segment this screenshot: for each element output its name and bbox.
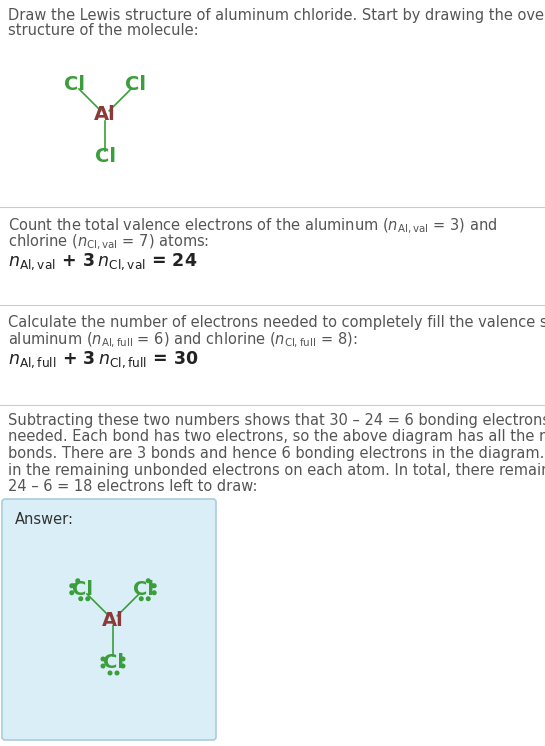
Circle shape xyxy=(147,597,150,601)
Circle shape xyxy=(79,597,82,601)
Text: Cl: Cl xyxy=(64,75,85,94)
Text: aluminum ($n_\mathrm{Al,full}$ = 6) and chlorine ($n_\mathrm{Cl,full}$ = 8):: aluminum ($n_\mathrm{Al,full}$ = 6) and … xyxy=(8,331,358,351)
Text: Cl: Cl xyxy=(133,580,154,599)
Text: Cl: Cl xyxy=(94,148,116,166)
Text: Count the total valence electrons of the aluminum ($n_\mathrm{Al,val}$ = 3) and: Count the total valence electrons of the… xyxy=(8,217,497,236)
Text: needed. Each bond has two electrons, so the above diagram has all the necessary: needed. Each bond has two electrons, so … xyxy=(8,430,545,445)
Text: Cl: Cl xyxy=(125,75,146,94)
Text: $\mathit{n}_{\mathrm{Al,full}}$ + 3 $\mathit{n}_{\mathrm{Cl,full}}$ = 30: $\mathit{n}_{\mathrm{Al,full}}$ + 3 $\ma… xyxy=(8,349,199,369)
Circle shape xyxy=(70,584,74,588)
Text: $\mathit{n}_{\mathrm{Al,val}}$ + 3 $\mathit{n}_{\mathrm{Cl,val}}$ = 24: $\mathit{n}_{\mathrm{Al,val}}$ + 3 $\mat… xyxy=(8,251,197,272)
Circle shape xyxy=(140,597,143,601)
Circle shape xyxy=(108,671,112,675)
Text: Calculate the number of electrons needed to completely fill the valence shells f: Calculate the number of electrons needed… xyxy=(8,315,545,330)
Circle shape xyxy=(101,664,105,668)
Text: 24 – 6 = 18 electrons left to draw:: 24 – 6 = 18 electrons left to draw: xyxy=(8,479,257,494)
Text: Cl: Cl xyxy=(72,580,93,599)
Text: bonds. There are 3 bonds and hence 6 bonding electrons in the diagram. Lastly, f: bonds. There are 3 bonds and hence 6 bon… xyxy=(8,446,545,461)
Text: chlorine ($n_\mathrm{Cl,val}$ = 7) atoms:: chlorine ($n_\mathrm{Cl,val}$ = 7) atoms… xyxy=(8,233,209,252)
Circle shape xyxy=(72,584,76,588)
Circle shape xyxy=(86,597,89,601)
Text: Draw the Lewis structure of aluminum chloride. Start by drawing the overall: Draw the Lewis structure of aluminum chl… xyxy=(8,8,545,23)
Circle shape xyxy=(121,657,125,661)
Text: Subtracting these two numbers shows that 30 – 24 = 6 bonding electrons are: Subtracting these two numbers shows that… xyxy=(8,413,545,428)
Circle shape xyxy=(70,591,74,595)
Text: Al: Al xyxy=(102,610,124,630)
Circle shape xyxy=(153,584,156,588)
Circle shape xyxy=(76,579,80,583)
Circle shape xyxy=(150,584,154,588)
Text: Answer:: Answer: xyxy=(15,512,74,527)
Text: structure of the molecule:: structure of the molecule: xyxy=(8,23,198,38)
Text: in the remaining unbonded electrons on each atom. In total, there remain: in the remaining unbonded electrons on e… xyxy=(8,463,545,477)
Circle shape xyxy=(101,657,105,661)
Text: Cl: Cl xyxy=(102,653,124,671)
Circle shape xyxy=(153,591,156,595)
Text: Al: Al xyxy=(94,105,116,125)
Circle shape xyxy=(115,671,119,675)
FancyBboxPatch shape xyxy=(2,499,216,740)
Circle shape xyxy=(147,579,150,583)
Circle shape xyxy=(121,664,125,668)
